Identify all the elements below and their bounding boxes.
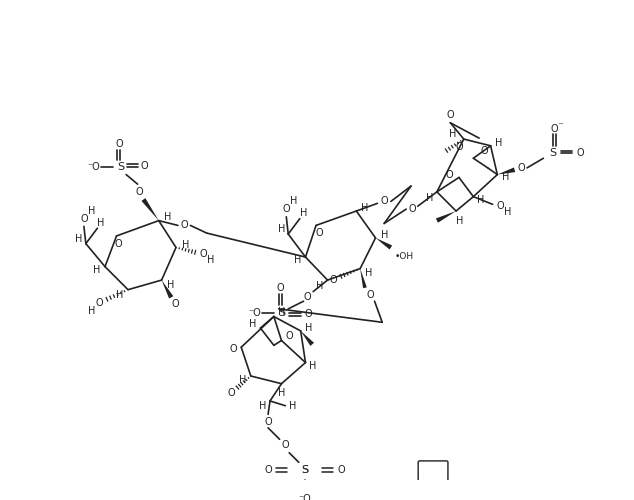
- Text: O: O: [115, 238, 122, 248]
- Text: ⁻O: ⁻O: [249, 308, 261, 318]
- Text: O: O: [480, 146, 488, 156]
- Text: O: O: [115, 139, 123, 149]
- Text: H: H: [289, 400, 297, 410]
- Text: H: H: [164, 212, 171, 222]
- Text: H: H: [365, 268, 373, 278]
- Text: O: O: [380, 196, 388, 206]
- Text: H: H: [309, 362, 317, 372]
- Polygon shape: [375, 238, 392, 250]
- Text: H: H: [93, 266, 100, 276]
- Text: O: O: [367, 290, 375, 300]
- Text: O: O: [171, 299, 179, 309]
- Text: H: H: [278, 306, 285, 316]
- Text: H: H: [300, 208, 307, 218]
- Text: O: O: [228, 388, 235, 398]
- Polygon shape: [162, 280, 173, 298]
- Text: O: O: [276, 283, 285, 293]
- Text: S: S: [278, 308, 285, 318]
- Text: O: O: [304, 292, 311, 302]
- Text: H: H: [316, 281, 323, 291]
- Text: H: H: [290, 196, 298, 206]
- Text: O: O: [80, 214, 87, 224]
- Text: H: H: [502, 172, 510, 182]
- Text: O: O: [315, 228, 323, 238]
- Text: O: O: [408, 204, 416, 214]
- Text: O: O: [96, 298, 103, 308]
- Text: H: H: [495, 138, 502, 148]
- Text: O: O: [264, 417, 272, 427]
- Text: H: H: [456, 216, 463, 226]
- Text: O: O: [550, 124, 558, 134]
- Text: ⁻O: ⁻O: [298, 494, 311, 500]
- Text: O: O: [337, 465, 345, 475]
- Text: O: O: [283, 204, 290, 214]
- Polygon shape: [301, 331, 314, 346]
- Text: H: H: [207, 255, 214, 265]
- Text: O: O: [141, 161, 148, 171]
- Text: ⁻O: ⁻O: [87, 162, 100, 172]
- Text: O: O: [181, 220, 188, 230]
- FancyBboxPatch shape: [418, 461, 448, 481]
- Text: H: H: [167, 280, 174, 290]
- Text: O: O: [496, 201, 504, 211]
- Text: S: S: [301, 465, 308, 475]
- Text: H: H: [477, 196, 485, 205]
- Text: S: S: [117, 162, 124, 172]
- Text: H: H: [305, 323, 312, 333]
- Text: O: O: [199, 249, 207, 259]
- Text: •OH: •OH: [395, 252, 414, 260]
- Text: H: H: [294, 255, 302, 265]
- Text: H: H: [361, 203, 368, 213]
- Text: H: H: [240, 375, 247, 385]
- Text: H: H: [88, 206, 95, 216]
- Text: O: O: [446, 110, 454, 120]
- Text: H: H: [278, 388, 285, 398]
- Text: H: H: [182, 240, 190, 250]
- Text: ⁻: ⁻: [558, 122, 564, 132]
- Text: H: H: [88, 306, 95, 316]
- Text: H: H: [116, 290, 123, 300]
- Text: H: H: [425, 192, 433, 202]
- Text: H: H: [449, 130, 456, 140]
- Polygon shape: [141, 198, 158, 220]
- Text: O: O: [304, 308, 312, 318]
- Polygon shape: [497, 168, 515, 174]
- Text: O: O: [285, 330, 293, 340]
- Text: O: O: [136, 187, 143, 197]
- Polygon shape: [436, 211, 456, 223]
- Text: O: O: [576, 148, 584, 158]
- Text: O: O: [330, 275, 337, 285]
- Text: O: O: [230, 344, 237, 354]
- Text: O: O: [517, 163, 525, 173]
- Text: H: H: [249, 319, 256, 329]
- Text: S: S: [550, 148, 557, 158]
- Text: H: H: [259, 400, 266, 410]
- Text: H: H: [504, 207, 512, 217]
- Text: S: S: [301, 465, 308, 475]
- Text: H: H: [278, 224, 285, 234]
- Text: O: O: [281, 440, 289, 450]
- Text: H: H: [75, 234, 83, 244]
- Text: O: O: [446, 170, 453, 179]
- Text: H: H: [382, 230, 389, 240]
- Text: O: O: [455, 142, 463, 152]
- Text: O: O: [264, 465, 272, 475]
- Polygon shape: [360, 268, 367, 288]
- Text: H: H: [98, 218, 105, 228]
